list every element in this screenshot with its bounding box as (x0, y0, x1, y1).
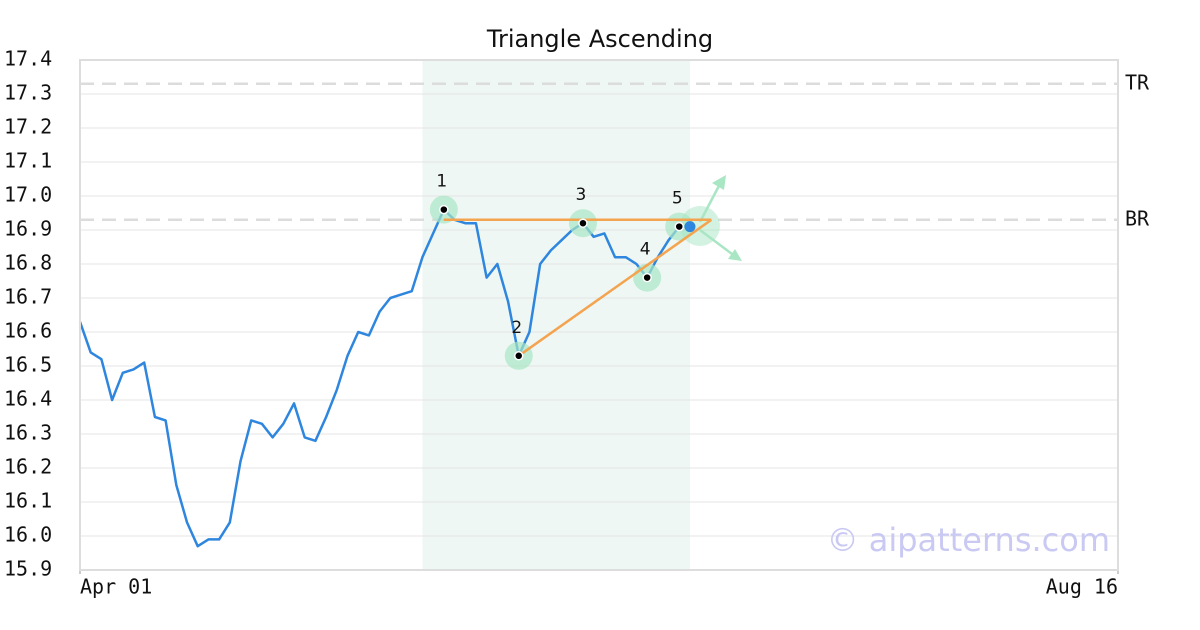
pattern-point (674, 221, 685, 232)
last-point (684, 221, 696, 233)
y-tick-label: 16.4 (4, 387, 52, 411)
y-tick-label: 17.2 (4, 115, 52, 139)
pattern-point (439, 204, 449, 215)
trend-line (518, 218, 713, 357)
y-tick-label: 16.3 (4, 421, 52, 445)
y-tick-label: 16.7 (4, 285, 52, 309)
x-tick-label: Apr 01 (80, 575, 152, 599)
y-tick-label: 16.9 (4, 217, 52, 241)
y-tick-label: 16.6 (4, 319, 52, 343)
level-label: BR (1125, 206, 1150, 230)
pattern-point-label: 5 (672, 189, 683, 209)
y-tick-label: 16.5 (4, 353, 52, 377)
y-tick-label: 17.1 (4, 149, 52, 173)
y-tick-label: 17.0 (4, 183, 52, 207)
chart-title: Triangle Ascending (486, 25, 713, 53)
pattern-region (422, 60, 690, 570)
arrow-head-down (728, 249, 742, 261)
arrow-head-up (712, 175, 726, 190)
pattern-point-label: 1 (436, 172, 447, 192)
x-tick-label: Aug 16 (1046, 575, 1118, 599)
plot-frame (79, 59, 1119, 571)
y-tick-label: 16.1 (4, 489, 52, 513)
y-tick-label: 17.4 (4, 47, 52, 71)
breakout-arrow-down (699, 229, 737, 258)
watermark: © aipatterns.com (827, 521, 1110, 559)
pattern-point (578, 218, 588, 228)
y-tick-label: 16.2 (4, 455, 52, 479)
pattern-point-label: 2 (511, 318, 522, 338)
pattern-point-label: 3 (576, 185, 587, 205)
level-label: TR (1125, 70, 1150, 94)
pattern-point-label: 4 (640, 240, 651, 260)
pattern-point (513, 351, 524, 361)
pattern-point (642, 272, 652, 283)
y-tick-label: 16.0 (4, 523, 52, 547)
y-tick-label: 15.9 (4, 557, 52, 581)
breakout-arrow-up (698, 179, 724, 223)
y-tick-label: 16.8 (4, 251, 52, 275)
y-tick-label: 17.3 (4, 81, 52, 105)
